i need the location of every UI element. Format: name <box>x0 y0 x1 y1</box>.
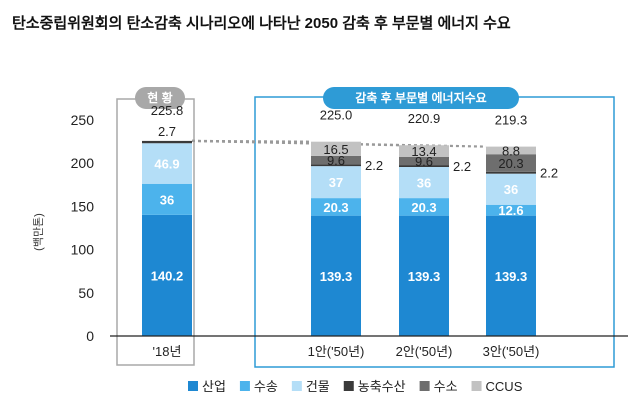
y-axis: 0 50 100 150 200 250 <box>71 112 95 344</box>
connector-lines <box>191 139 487 148</box>
segment-value-label: 20.3 <box>323 200 348 215</box>
bar-segment <box>311 141 361 156</box>
future-group-label: 감축 후 부문별 에너지수요 <box>355 90 486 105</box>
bar-segment <box>399 165 449 168</box>
bar-segment <box>486 146 536 155</box>
legend-swatch <box>343 381 354 391</box>
legend-swatch <box>239 381 250 391</box>
bar-segment <box>399 145 449 157</box>
y-tick-label: 100 <box>71 242 95 258</box>
bar-segment <box>142 143 192 184</box>
labels: 140.2 36 46.9 2.7 225.8 '18년 139.3 20.3 37 2.2 9.6… <box>151 103 558 359</box>
bar-segment <box>311 166 361 199</box>
segment-value-label: 36 <box>504 182 518 197</box>
bar-segment <box>486 154 536 172</box>
bar-total-label: 225.0 <box>320 108 353 123</box>
bar-segment <box>399 215 449 336</box>
x-category-label: 2안('50년) <box>396 344 453 359</box>
bar-segment <box>399 167 449 199</box>
legend-swatch <box>419 381 430 391</box>
bar-segment <box>142 214 192 336</box>
segment-value-label: 8.8 <box>502 143 520 158</box>
segment-value-label: 139.3 <box>495 269 528 284</box>
bar-segment <box>311 215 361 336</box>
legend-label: 산업 <box>202 379 226 394</box>
segment-value-label: 9.6 <box>415 154 433 169</box>
segment-value-label: 46.9 <box>154 157 179 172</box>
y-tick-label: 200 <box>71 155 95 171</box>
segment-value-label: 139.3 <box>320 269 353 284</box>
bar-segment <box>486 204 536 216</box>
future-group-tag <box>323 87 519 109</box>
segment-value-label: 12.6 <box>498 203 523 218</box>
segment-value-label: 2.2 <box>453 159 471 174</box>
connector-line <box>191 139 312 143</box>
legend-swatch <box>291 381 302 391</box>
legend-label: 수소 <box>434 379 458 394</box>
y-tick-label: 50 <box>78 285 94 301</box>
segment-value-label: 20.3 <box>411 200 436 215</box>
legend-label: CCUS <box>486 379 523 394</box>
bar-segment <box>311 164 361 167</box>
bar-total-label: 219.3 <box>495 113 528 128</box>
current-group-label: 현 황 <box>147 90 172 105</box>
segment-value-label: 36 <box>417 176 431 191</box>
bar-segment <box>142 140 192 144</box>
legend-label: 건물 <box>306 379 330 394</box>
bar-segment <box>142 183 192 215</box>
segment-value-label: 16.5 <box>323 142 348 157</box>
y-tick-label: 250 <box>71 112 95 128</box>
bar-segment <box>486 215 536 336</box>
bar-segment <box>399 156 449 166</box>
bars <box>142 140 536 336</box>
x-category-label: '18년 <box>153 344 182 359</box>
segment-value-label: 2.2 <box>365 158 383 173</box>
y-tick-label: 0 <box>86 328 94 344</box>
segment-value-label: 20.3 <box>498 156 523 171</box>
x-category-label: 1안('50년) <box>308 344 365 359</box>
segment-value-label: 140.2 <box>151 268 184 283</box>
bar-total-label: 225.8 <box>151 103 184 118</box>
bar-segment <box>399 198 449 216</box>
legend-swatch <box>188 381 198 391</box>
legend-label: 농축수산 <box>358 379 406 394</box>
segment-value-label: 139.3 <box>408 269 441 284</box>
segment-value-label: 36 <box>160 192 174 207</box>
bar-segment <box>311 198 361 216</box>
segment-value-label: 13.4 <box>411 144 436 159</box>
legend-label: 수송 <box>254 379 278 394</box>
bar-segment <box>486 173 536 205</box>
legend: 산업 수송 건물 농축수산 수소 CCUS <box>188 379 523 394</box>
y-axis-label: (백만톤) <box>32 213 45 251</box>
current-group-tag <box>135 87 185 109</box>
bar-total-label: 220.9 <box>408 111 441 126</box>
bar-segment <box>486 171 536 174</box>
y-tick-label: 150 <box>71 198 95 214</box>
legend-swatch <box>471 381 482 391</box>
segment-value-label: 2.2 <box>540 166 558 181</box>
segment-value-label: 2.7 <box>158 124 176 139</box>
x-category-label: 3안('50년) <box>483 344 540 359</box>
segment-value-label: 37 <box>329 175 343 190</box>
segment-value-label: 9.6 <box>327 153 345 168</box>
connector-line <box>191 139 487 148</box>
bar-segment <box>311 155 361 165</box>
chart-title: 탄소중립위원회의 탄소감축 시나리오에 나타난 2050 감축 후 부문별 에너… <box>12 14 511 32</box>
